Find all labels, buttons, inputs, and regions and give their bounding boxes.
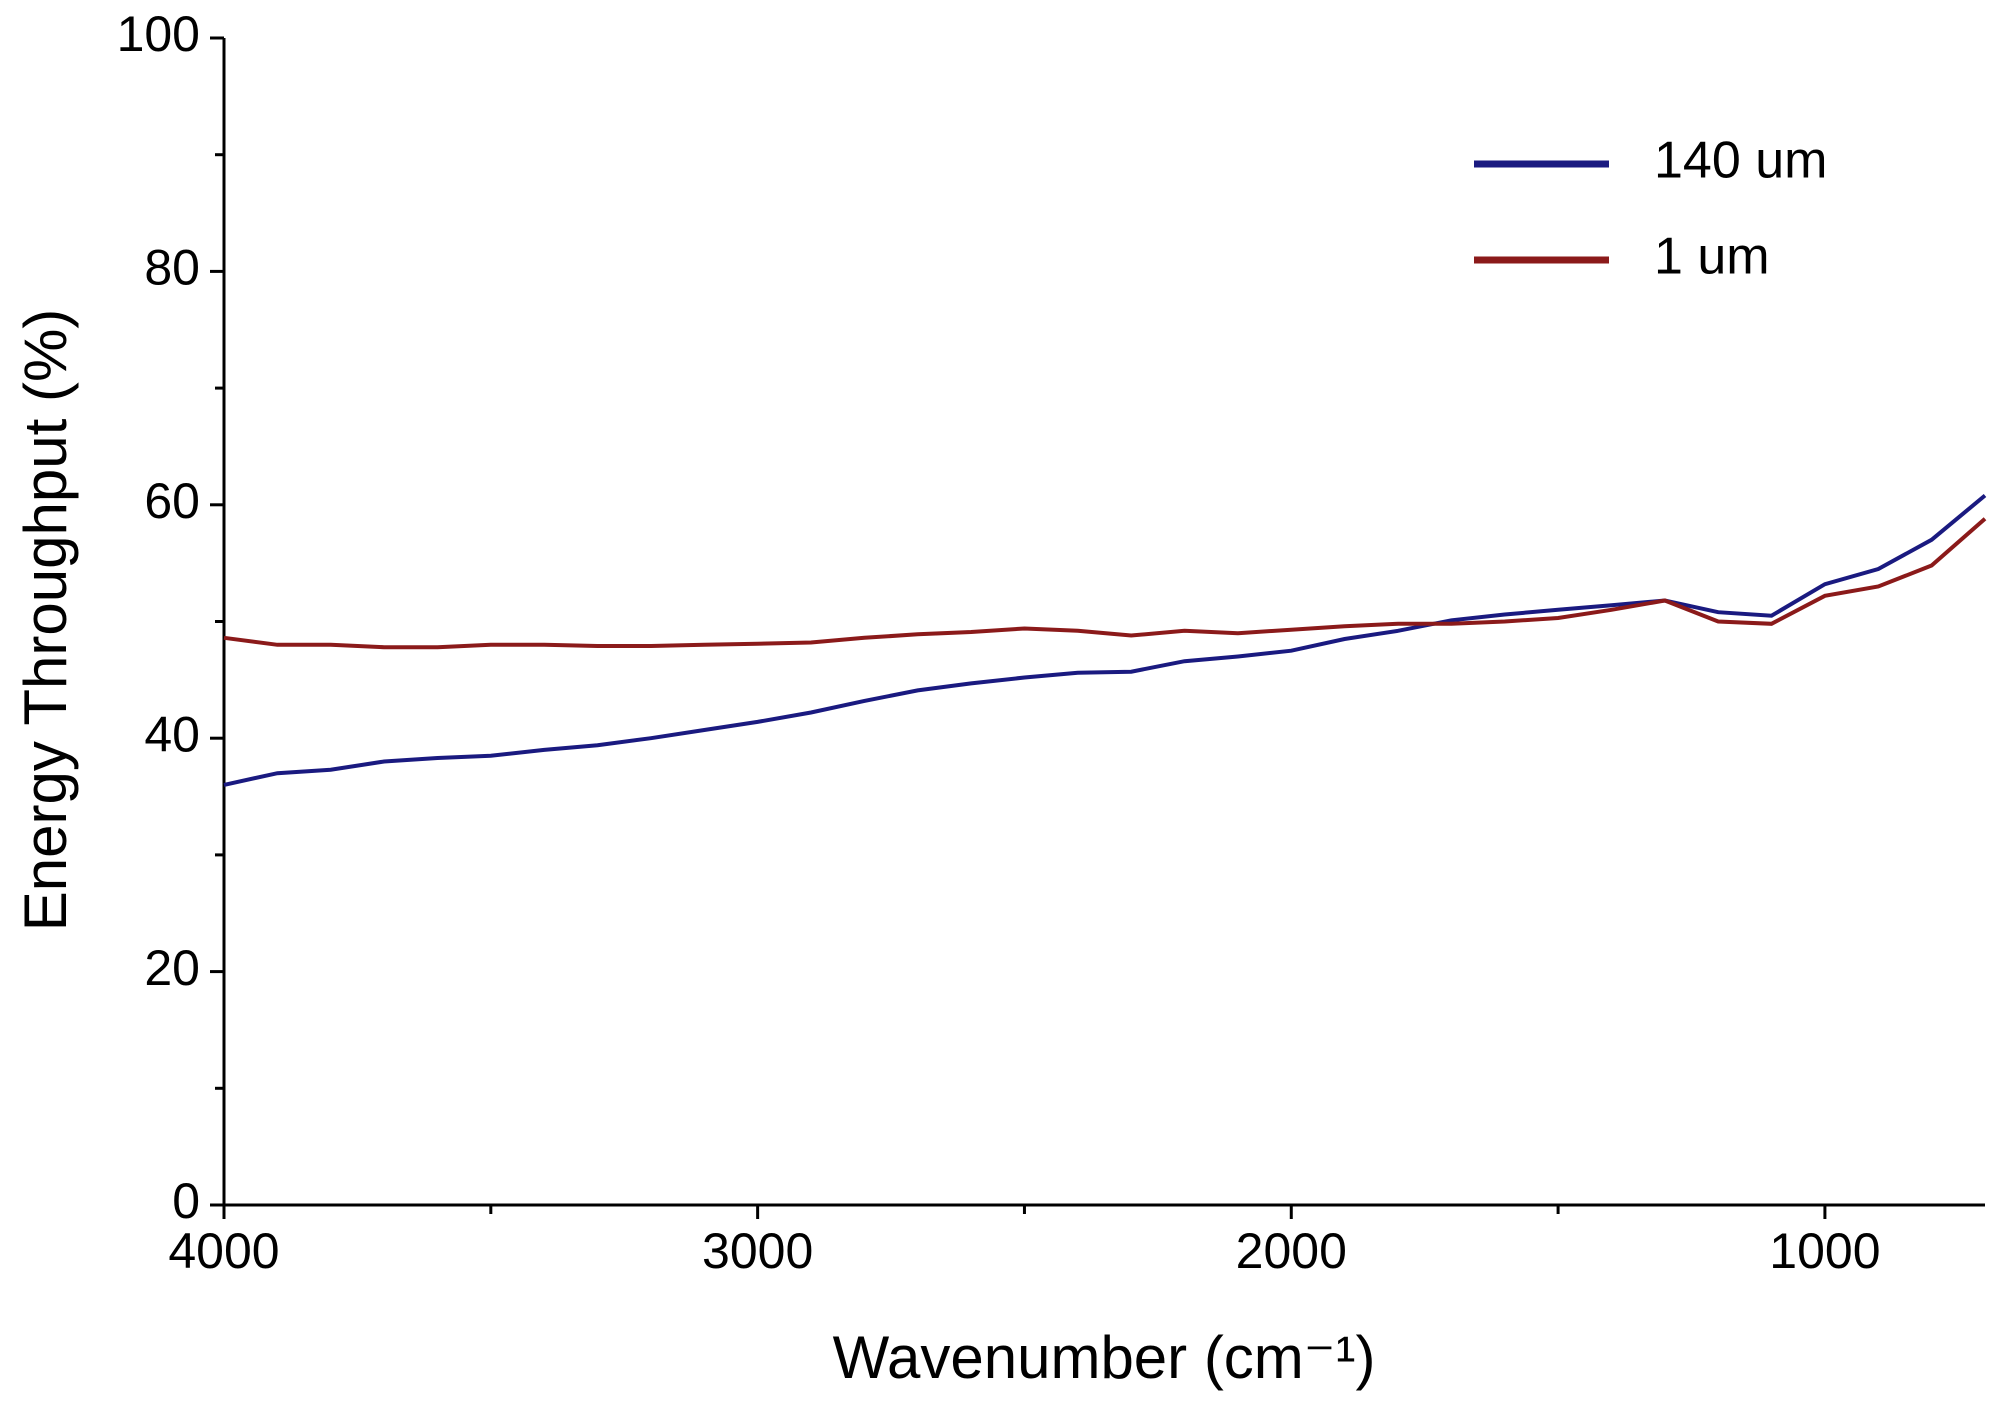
y-tick-label: 40	[144, 706, 200, 762]
y-tick-label: 0	[172, 1173, 200, 1229]
x-axis-title: Wavenumber (cm⁻¹)	[833, 1324, 1376, 1391]
legend-label: 140 um	[1654, 132, 1827, 190]
legend-label: 1 um	[1654, 228, 1770, 286]
x-tick-label: 3000	[702, 1223, 813, 1279]
x-tick-label: 2000	[1236, 1223, 1347, 1279]
series-line	[223, 493, 1987, 787]
y-axis-title: Energy Throughput (%)	[12, 309, 79, 932]
y-tick-label: 100	[117, 6, 200, 62]
series-line	[223, 517, 1987, 650]
y-tick-label: 80	[144, 240, 200, 296]
x-tick-label: 4000	[168, 1223, 279, 1279]
x-tick-label: 1000	[1769, 1223, 1880, 1279]
y-tick-label: 60	[144, 473, 200, 529]
y-tick-label: 20	[144, 940, 200, 996]
